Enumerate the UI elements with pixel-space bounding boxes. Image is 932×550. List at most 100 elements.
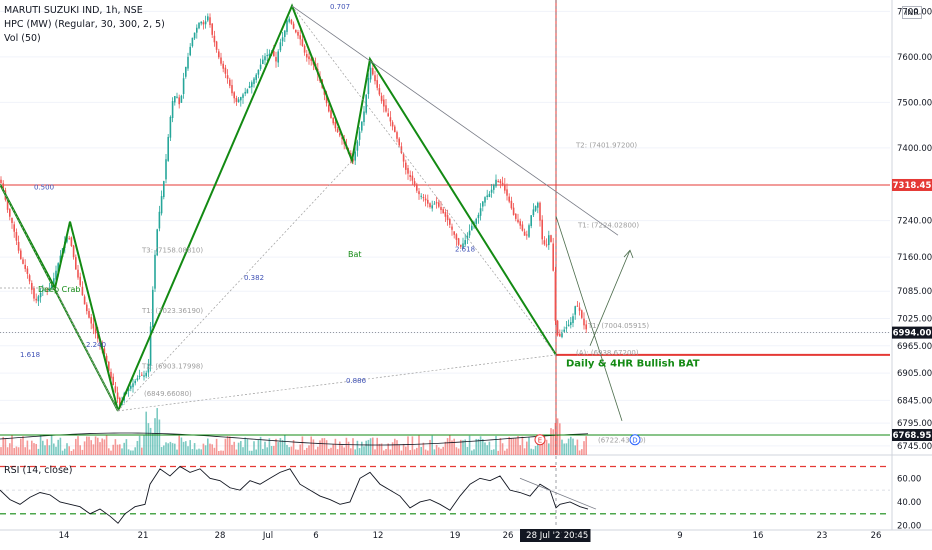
volume-bar: [541, 435, 543, 455]
candle-body: [328, 104, 330, 112]
candle-body: [130, 385, 132, 389]
candle-body: [264, 56, 266, 61]
time-tick-label: 9: [677, 531, 682, 541]
candle-body: [431, 205, 433, 209]
rsi-line: [0, 465, 589, 524]
volume-bar: [75, 438, 77, 455]
volume-bar: [242, 447, 244, 455]
volume-bar: [501, 443, 504, 455]
price-axis[interactable]: 7700.00 7600.00 7500.00 7400.00 7318.45 7240.…: [892, 7, 932, 532]
volume-bar: [88, 436, 90, 455]
projection-up: [589, 250, 631, 346]
volume-bar: [218, 450, 220, 455]
volume-bar: [301, 436, 304, 455]
candle-body: [396, 132, 398, 139]
volume-bar: [330, 447, 332, 455]
candle-body: [167, 136, 169, 161]
volume-bar: [391, 442, 394, 455]
candle-body: [517, 219, 519, 223]
time-tick-label: 19: [450, 531, 461, 541]
candle-body: [444, 212, 447, 217]
volume-bar: [565, 443, 568, 455]
volume-bar: [169, 441, 172, 455]
volume-bar: [570, 436, 572, 455]
candle-body: [506, 189, 508, 196]
volume-legend[interactable]: Vol (50): [4, 33, 41, 44]
price-label: 6768.95: [893, 431, 932, 441]
time-tick-label: 12: [373, 531, 384, 541]
candle-body: [242, 94, 244, 98]
candle-body: [356, 141, 359, 151]
volume-bar: [50, 435, 53, 455]
candle-body: [22, 259, 24, 264]
volume-bar: [405, 446, 407, 455]
currency-badge[interactable]: INR: [902, 6, 922, 19]
candle-body: [550, 235, 552, 242]
candle-body: [585, 324, 587, 330]
candle-body: [528, 225, 530, 237]
candle-body: [510, 200, 513, 209]
candle-body: [266, 55, 268, 57]
volume-bar: [6, 447, 9, 455]
symbol-legend[interactable]: MARUTI SUZUKI IND, 1h, NSE: [4, 5, 143, 16]
candle-body: [477, 214, 480, 219]
candle-body: [482, 201, 484, 207]
candle-body: [182, 78, 185, 94]
candle-body: [231, 85, 233, 94]
candle-body: [442, 209, 444, 214]
volume-bar: [295, 449, 297, 455]
candle-body: [554, 271, 557, 321]
volume-bar: [413, 449, 416, 455]
candle-body: [257, 69, 260, 75]
volume-bar: [449, 435, 451, 455]
volume-bar: [207, 438, 209, 455]
volume-bar: [182, 441, 185, 455]
time-label-highlighted: 28 Jul '21: [526, 531, 566, 541]
volume-bar: [189, 440, 191, 455]
volume-bar: [68, 446, 70, 455]
volume-bar: [574, 445, 576, 455]
volume-bar: [211, 444, 213, 455]
volume-bar: [354, 449, 356, 455]
volume-bar: [424, 449, 427, 455]
volume-bar: [31, 440, 33, 455]
candle-body: [33, 288, 35, 299]
volume-bar: [77, 436, 79, 455]
candle-body: [303, 45, 306, 53]
candle-body: [273, 51, 275, 57]
pattern-deep-crab: [0, 183, 119, 412]
candle-body: [39, 292, 42, 298]
volume-bar: [402, 443, 405, 455]
event-badge-label: D: [632, 437, 637, 445]
volume-bar: [526, 441, 528, 455]
volume-bar: [482, 439, 484, 455]
volume-bar: [66, 443, 68, 455]
volume-bar: [336, 449, 339, 455]
volume-bar: [486, 445, 488, 455]
candle-body: [169, 116, 172, 138]
volume-bar: [33, 443, 35, 455]
ratio-label: 0.707: [330, 3, 350, 11]
volume-bar: [143, 435, 145, 455]
candle-body: [413, 181, 416, 186]
rsi-tick-label: 40.00: [897, 498, 921, 508]
volume-bar: [158, 419, 161, 455]
volume-bar: [123, 442, 125, 455]
candle-body: [26, 268, 29, 274]
candle-body: [275, 57, 277, 62]
ratio-label: 2.240: [86, 341, 106, 349]
candle-body: [466, 235, 469, 239]
indicator-legend[interactable]: HPC (MW) (Regular, 30, 300, 2, 5): [4, 19, 165, 30]
volume-bar: [350, 448, 352, 455]
rsi-legend[interactable]: RSI (14, close): [4, 465, 73, 476]
volume-bar: [323, 438, 326, 455]
candle-body: [464, 240, 466, 245]
volume-bar: [416, 447, 418, 455]
candle-body: [138, 375, 141, 377]
candle-body: [488, 193, 491, 198]
candle-body: [369, 67, 372, 80]
candle-body: [534, 206, 537, 211]
